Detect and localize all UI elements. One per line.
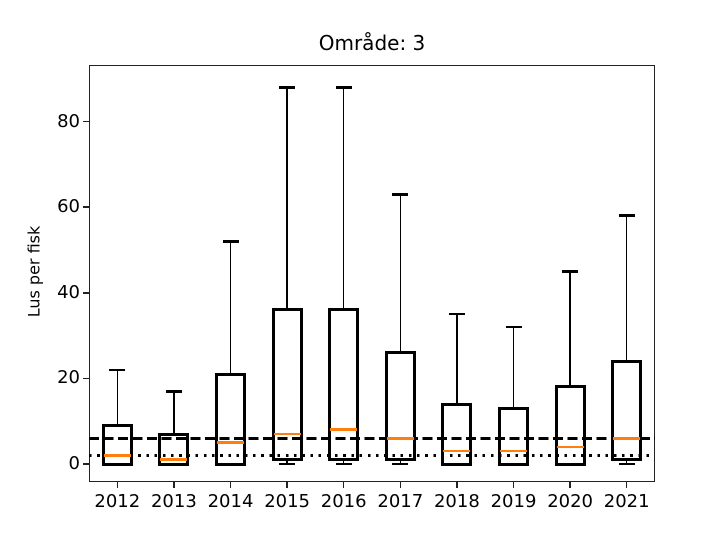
median-line [613, 437, 641, 440]
y-tick-label: 60 [57, 196, 80, 218]
median-line [443, 449, 471, 453]
y-tick-label: 80 [57, 110, 80, 132]
x-tick-label: 2017 [377, 491, 424, 512]
upper-whisker [229, 241, 232, 375]
box [271, 308, 303, 462]
y-tick-mark [83, 206, 89, 208]
box [611, 359, 643, 462]
median-line [500, 449, 527, 453]
y-tick-mark [83, 291, 89, 294]
y-tick-mark [83, 377, 89, 380]
dotted-reference-line [89, 454, 655, 457]
lower-whisker [286, 459, 288, 465]
x-tick-label: 2015 [264, 491, 310, 512]
upper-whisker [342, 87, 345, 310]
upper-whisker-cap [335, 85, 352, 89]
median-line [556, 445, 584, 449]
box [328, 308, 360, 462]
upper-whisker-cap [505, 325, 522, 329]
box [384, 351, 416, 462]
box [554, 385, 586, 466]
x-tick-mark [512, 482, 515, 488]
lower-whisker-cap [335, 462, 352, 466]
y-tick-mark [83, 120, 89, 123]
median-line [386, 437, 414, 440]
x-tick-mark [625, 482, 628, 488]
upper-whisker-cap [618, 214, 635, 217]
x-tick-label: 2019 [490, 491, 537, 512]
upper-whisker-cap [279, 85, 296, 89]
box [498, 406, 529, 466]
x-tick-mark [116, 482, 119, 488]
x-tick-mark [399, 482, 402, 488]
lower-whisker-cap [392, 462, 409, 466]
median-line [330, 428, 358, 432]
y-tick-label: 40 [57, 281, 80, 303]
upper-whisker [512, 327, 515, 409]
upper-whisker [569, 271, 571, 387]
x-tick-label: 2012 [94, 491, 141, 512]
chart-title: Område: 3 [318, 31, 426, 55]
upper-whisker [286, 87, 288, 310]
lower-whisker-cap [618, 462, 635, 466]
box [441, 402, 473, 466]
y-tick-label: 0 [68, 453, 80, 475]
lower-whisker [399, 459, 402, 465]
y-tick-mark [83, 463, 89, 465]
dashed-reference-line [89, 437, 655, 440]
x-tick-mark [229, 482, 232, 488]
upper-whisker-cap [448, 312, 465, 316]
upper-whisker-cap [222, 240, 239, 243]
x-tick-mark [286, 482, 288, 488]
x-tick-mark [342, 482, 345, 488]
x-tick-mark [173, 482, 175, 488]
x-tick-label: 2014 [207, 491, 254, 512]
x-tick-label: 2020 [547, 491, 593, 512]
upper-whisker [173, 391, 175, 435]
upper-whisker [116, 369, 119, 426]
x-tick-label: 2016 [320, 491, 367, 512]
y-tick-label: 20 [57, 367, 80, 389]
upper-whisker [625, 215, 628, 362]
lower-whisker-cap [279, 462, 296, 466]
upper-whisker [399, 194, 402, 353]
upper-whisker-cap [562, 270, 579, 273]
upper-whisker-cap [392, 192, 409, 196]
y-axis-label: Lus per fisk [24, 225, 44, 318]
upper-whisker-cap [109, 368, 126, 372]
x-tick-label: 2013 [150, 491, 197, 512]
x-tick-label: 2018 [433, 491, 480, 512]
median-line [103, 454, 131, 457]
upper-whisker-cap [165, 389, 182, 393]
upper-whisker [456, 314, 458, 405]
box [101, 423, 133, 466]
median-line [273, 432, 301, 436]
x-tick-mark [456, 482, 458, 488]
lower-whisker [342, 459, 345, 465]
box [158, 432, 190, 466]
x-tick-mark [569, 482, 571, 488]
median-line [160, 458, 188, 462]
lower-whisker [625, 459, 628, 465]
median-line [217, 441, 244, 444]
axes-frame [89, 65, 655, 482]
x-tick-label: 2021 [603, 491, 650, 512]
box [215, 372, 246, 466]
